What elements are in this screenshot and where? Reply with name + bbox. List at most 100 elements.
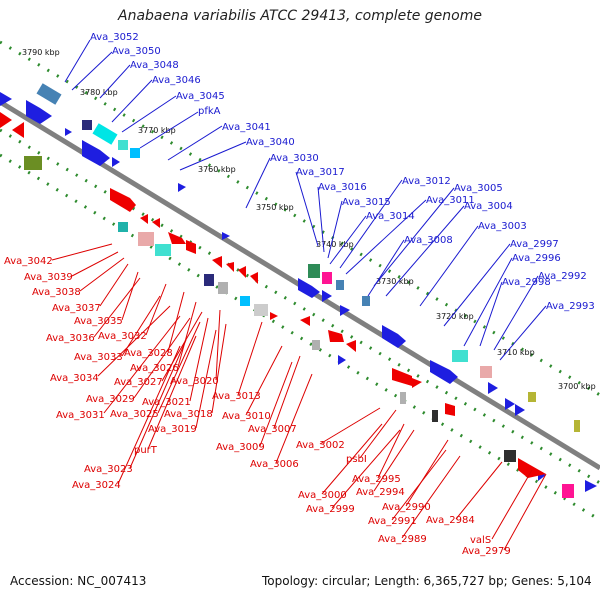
reverse-features	[0, 112, 546, 478]
feature-box	[322, 272, 332, 284]
gene-label: Ava_3030	[270, 153, 319, 164]
feature-box	[92, 123, 118, 145]
reverse-gene-arrow	[518, 458, 546, 478]
gene-label: Ava_3036	[46, 333, 95, 344]
gene-label: Ava_3025	[110, 409, 159, 420]
gene-label: valS	[470, 535, 491, 546]
gene-label: Ava_2990	[382, 502, 431, 513]
feature-box	[24, 156, 42, 170]
forward-gene-arrow	[322, 290, 332, 302]
reverse-gene-arrow	[445, 403, 455, 416]
gene-label: Ava_3019	[148, 424, 197, 435]
gene-label: Ava_3026	[130, 363, 179, 374]
gene-label: Ava_3010	[222, 411, 271, 422]
gene-label: Ava_3050	[112, 46, 161, 57]
forward-gene-arrow	[488, 382, 498, 394]
gene-label: Ava_2989	[378, 534, 427, 545]
forward-gene-arrow	[340, 305, 350, 316]
gene-label: pfkA	[198, 106, 221, 117]
gene-label: Ava_3040	[246, 137, 295, 148]
gene-label: Ava_3008	[404, 235, 453, 246]
reverse-gene-arrow	[226, 262, 234, 272]
reverse-gene-arrow	[12, 122, 24, 138]
reverse-gene-arrow	[168, 232, 186, 244]
tick-label: 3780 kbp	[80, 88, 118, 97]
feature-box	[118, 222, 128, 232]
feature-box	[504, 450, 516, 462]
feature-box	[336, 280, 344, 290]
gene-label: Ava_3003	[478, 221, 527, 232]
gene-label: Ava_3006	[250, 459, 299, 470]
tick-label: 3730 kbp	[376, 277, 414, 286]
reverse-gene-arrow	[392, 368, 412, 386]
gene-label: Ava_3038	[32, 287, 81, 298]
gene-label: Ava_3045	[176, 91, 225, 102]
gene-label: purT	[134, 445, 158, 456]
gene-label: Ava_2996	[512, 253, 561, 264]
reverse-gene-arrow	[328, 330, 344, 342]
tick-label: 3760 kbp	[198, 165, 236, 174]
forward-gene-arrow	[505, 398, 515, 410]
feature-box	[240, 296, 250, 306]
gene-label: Ava_3005	[454, 183, 503, 194]
tick-labels: 3790 kbp 3780 kbp 3770 kbp 3760 kbp 3750…	[22, 48, 596, 391]
forward-gene-arrow	[112, 157, 120, 167]
feature-box	[138, 232, 154, 246]
tick-label: 3720 kbp	[436, 312, 474, 321]
gene-label: Ava_3041	[222, 122, 271, 133]
forward-gene-arrow	[65, 128, 72, 136]
reverse-gene-arrow	[238, 266, 246, 278]
reverse-gene-arrow	[346, 340, 356, 352]
reverse-gene-arrow	[0, 112, 12, 128]
reverse-gene-arrow	[186, 240, 196, 254]
reverse-gene-arrow	[212, 256, 222, 268]
forward-gene-arrow	[338, 355, 346, 365]
gene-label: Ava_2997	[510, 239, 559, 250]
gene-label: Ava_3012	[402, 176, 451, 187]
forward-leader-lines	[64, 39, 547, 361]
tick-label: 3740 kbp	[316, 240, 354, 249]
gene-label: Ava_3031	[56, 410, 105, 421]
gene-label: Ava_2999	[306, 504, 355, 515]
reverse-gene-arrow	[270, 312, 278, 320]
gene-label: Ava_3052	[90, 32, 139, 43]
gene-label: Ava_3014	[366, 211, 415, 222]
gene-label: Ava_3042	[4, 256, 53, 267]
gene-label: Ava_3018	[164, 409, 213, 420]
gene-label: Ava_3013	[212, 391, 261, 402]
feature-box	[574, 420, 580, 432]
forward-gene-arrow	[382, 325, 406, 348]
gene-label: Ava_3009	[216, 442, 265, 453]
reverse-gene-arrow	[412, 378, 422, 388]
gene-label: Ava_3024	[72, 480, 121, 491]
forward-gene-arrow	[515, 404, 525, 416]
feature-box	[432, 410, 438, 422]
reverse-gene-labels: Ava_3042 Ava_3039 Ava_3038 Ava_3037 Ava_…	[4, 256, 511, 557]
feature-box	[528, 392, 536, 402]
misc-features	[24, 83, 580, 498]
gene-label: Ava_2991	[368, 516, 417, 527]
forward-gene-arrow	[0, 92, 12, 106]
feature-box	[400, 392, 406, 404]
gene-label: Ava_3002	[296, 440, 345, 451]
gene-label: Ava_3007	[248, 424, 297, 435]
tick-label: 3700 kbp	[558, 382, 596, 391]
gene-label: Ava_2995	[352, 474, 401, 485]
reverse-gene-arrow	[140, 214, 148, 224]
gene-label: Ava_3048	[130, 60, 179, 71]
gene-label: Ava_2993	[546, 301, 595, 312]
forward-gene-arrow	[26, 100, 52, 124]
gene-label: Ava_3011	[426, 195, 475, 206]
feature-box	[130, 148, 140, 158]
feature-box	[155, 244, 171, 256]
feature-box	[218, 282, 228, 294]
feature-box	[362, 296, 370, 306]
forward-gene-arrow	[430, 360, 458, 384]
gene-label: Ava_3032	[98, 331, 147, 342]
forward-gene-labels: Ava_3052 Ava_3050 Ava_3048 Ava_3046 Ava_…	[90, 32, 595, 312]
gene-label: psbI	[346, 454, 367, 465]
genome-summary-text: Topology: circular; Length: 6,365,727 bp…	[262, 574, 592, 588]
feature-box	[312, 340, 320, 350]
map-title: Anabaena variabilis ATCC 29413, complete…	[118, 8, 482, 24]
